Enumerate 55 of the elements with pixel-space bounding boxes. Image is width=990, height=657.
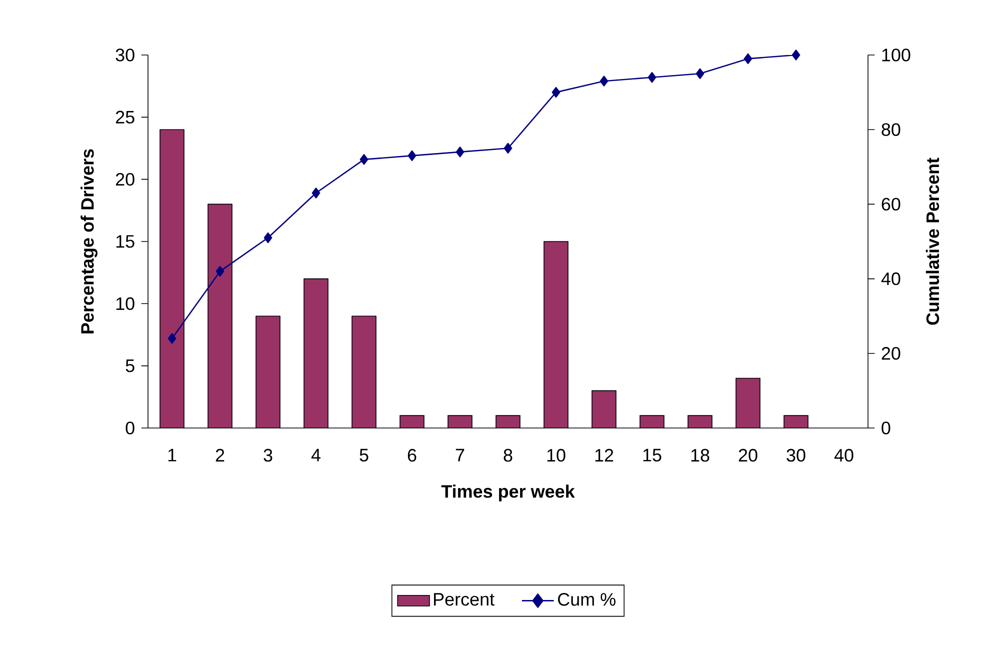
y-tick-label: 10 xyxy=(116,297,134,310)
y2-tick-label: 20 xyxy=(882,347,900,360)
x-tick-label: 1 xyxy=(168,448,176,462)
point xyxy=(456,146,464,158)
point xyxy=(168,333,176,344)
x-tick-label: 4 xyxy=(311,448,320,462)
x-tick-label: 10 xyxy=(547,448,566,462)
bar xyxy=(256,316,280,428)
point xyxy=(600,76,608,86)
x-tick-label: 15 xyxy=(643,448,662,462)
x-tick-label: 40 xyxy=(834,448,854,462)
x-tick-label: 18 xyxy=(691,448,710,462)
bar xyxy=(592,390,616,428)
x-tick-label: 30 xyxy=(786,448,806,462)
x-tick-label: 20 xyxy=(738,448,758,462)
y2-tick-label: 40 xyxy=(881,272,900,286)
x-tick-label: 7 xyxy=(456,448,464,462)
bar xyxy=(304,278,328,428)
y-tick-label: 0 xyxy=(126,422,134,434)
y2-tick-label: 80 xyxy=(882,123,900,136)
x-tick-label: 6 xyxy=(408,448,416,462)
x-tick-label: 2 xyxy=(216,448,224,462)
x-tick-label: 8 xyxy=(504,448,512,462)
point xyxy=(744,53,752,64)
bar xyxy=(160,130,184,428)
point xyxy=(264,232,272,244)
point xyxy=(216,266,224,277)
point xyxy=(360,154,368,165)
x-tick-label: 12 xyxy=(595,448,614,462)
x-tick-label: 3 xyxy=(264,448,272,462)
point xyxy=(408,150,416,162)
y2-tick-label: 0 xyxy=(882,422,890,434)
y-axis-title: Percentage of Drivers xyxy=(80,149,98,334)
legend-label: Cum % xyxy=(558,593,616,606)
bar xyxy=(544,241,568,428)
bar xyxy=(208,204,232,428)
point xyxy=(504,142,512,154)
y-tick-label: 20 xyxy=(116,172,134,186)
y-tick-label: 25 xyxy=(116,110,134,124)
y2-tick-label: 60 xyxy=(882,198,900,211)
y-tick-label: 5 xyxy=(126,360,134,372)
point xyxy=(792,50,800,60)
x-tick-label: 5 xyxy=(360,448,368,462)
x-axis-title: Times per week xyxy=(441,484,575,502)
bar xyxy=(352,316,376,428)
y-tick-label: 30 xyxy=(116,48,134,62)
point xyxy=(648,72,656,83)
y-tick-label: 15 xyxy=(116,235,134,248)
y2-axis-title: Cumulative Percent xyxy=(926,158,940,325)
point xyxy=(552,86,560,98)
y2-tick-label: 100 xyxy=(882,48,910,62)
legend-label: Percent xyxy=(434,593,494,606)
point xyxy=(312,188,320,198)
point xyxy=(696,68,704,79)
bar xyxy=(736,378,760,428)
